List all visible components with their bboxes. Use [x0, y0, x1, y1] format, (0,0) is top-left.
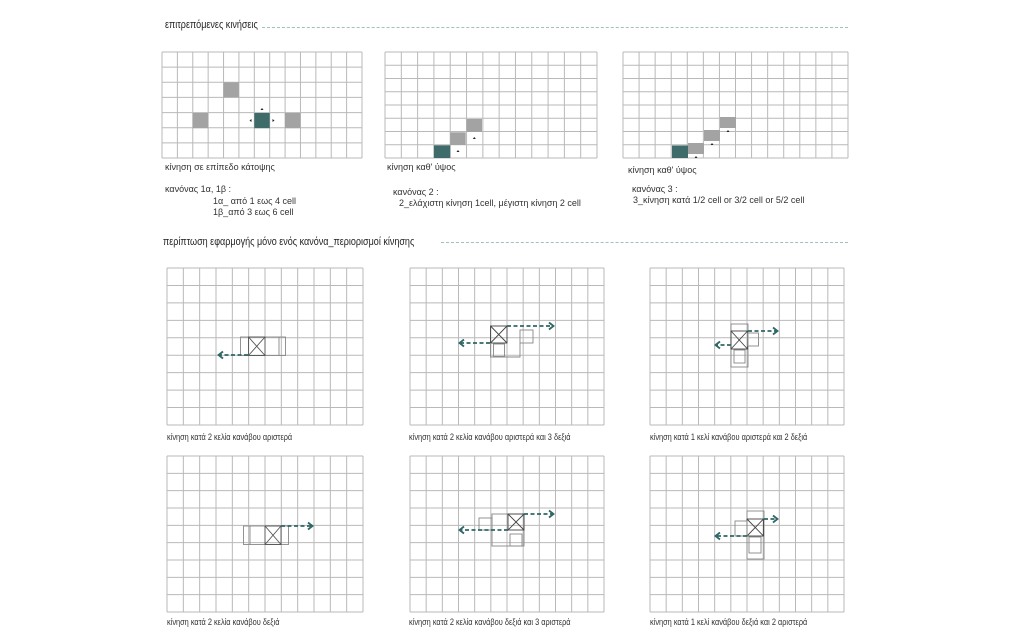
moved-cell	[720, 117, 736, 128]
arrow-up-icon	[694, 156, 698, 158]
section-title-single-rule: περίπτωση εφαρμογής μόνο ενός κανόνα_περ…	[163, 236, 415, 248]
grid-lines	[166, 455, 364, 613]
arrow-left-icon	[249, 119, 252, 122]
origin-cell	[672, 145, 688, 158]
arrow-right-icon	[281, 521, 314, 531]
arrow-up-icon	[456, 150, 460, 152]
grid-lines	[409, 267, 605, 426]
arrow-left-icon	[714, 340, 731, 350]
grid-vertical-movement-rule2	[384, 51, 598, 159]
moved-cell	[466, 119, 482, 132]
case-grid-6	[649, 455, 845, 613]
grid-plan-movement	[161, 51, 363, 159]
case-caption: κίνηση κατά 1 κελί κανάβου δεξιά και 2 α…	[650, 617, 808, 627]
grid-lines	[384, 51, 598, 159]
case-caption: κίνηση κατά 2 κελία κανάβου αριστερά	[167, 432, 293, 442]
building-block	[243, 525, 289, 545]
grid-lines	[649, 267, 845, 426]
origin-cell	[254, 113, 270, 129]
moved-cell	[450, 132, 466, 145]
moved-cell	[688, 143, 704, 154]
case-caption: κίνηση κατά 2 κελία κανάβου αριστερά και…	[409, 432, 571, 442]
case-grid-4	[166, 455, 364, 613]
grid-plan-overlay	[192, 108, 301, 129]
building-block	[240, 336, 286, 356]
panel1-rule-title: κανόνας 1α, 1β :	[165, 184, 232, 194]
moved-cell-up	[223, 82, 239, 98]
section-divider	[441, 242, 848, 243]
arrow-left-icon	[714, 531, 747, 541]
case-caption: κίνηση κατά 2 κελία κανάβου δεξιά	[167, 617, 280, 627]
grid-lines	[622, 51, 849, 159]
panel1-caption: κίνηση σε επίπεδο κάτοψης	[165, 162, 275, 172]
building-block	[478, 513, 525, 547]
case-grid-5	[409, 455, 605, 613]
panel2-caption: κίνηση καθ' ύψος	[387, 162, 456, 172]
building-block	[734, 510, 765, 560]
moved-cell-left	[192, 113, 209, 129]
case-grid-3	[649, 267, 845, 426]
case-caption: κίνηση κατά 1 κελί κανάβου αριστερά και …	[650, 432, 808, 442]
moved-cell	[704, 130, 720, 141]
arrow-right-icon	[524, 509, 555, 519]
arrow-up-icon	[472, 137, 476, 139]
grid-lines	[166, 267, 364, 426]
building-block	[730, 323, 759, 368]
arrow-up-icon	[710, 143, 714, 145]
grid-lines	[161, 51, 363, 159]
panel2-rule-line: 2_ελάχιστη κίνηση 1cell, μέγιστη κίνηση …	[399, 198, 581, 208]
grid-vertical-movement-rule3	[622, 51, 849, 159]
panel3-caption: κίνηση καθ' ύψος	[628, 165, 697, 175]
arrow-left-icon	[458, 525, 508, 535]
panel2-rule-title: κανόνας 2 :	[393, 187, 439, 197]
case-grid-2	[409, 267, 605, 426]
arrow-left-icon	[458, 338, 490, 348]
arrow-left-icon	[217, 350, 248, 360]
arrow-up-icon	[726, 130, 730, 132]
arrow-right-icon	[764, 514, 779, 524]
grid-lines	[409, 455, 605, 613]
origin-cell	[433, 145, 451, 158]
panel3-rule-title: κανόνας 3 :	[632, 184, 678, 194]
moved-cell-right	[285, 113, 301, 129]
case-caption: κίνηση κατά 2 κελία κανάβου δεξιά και 3 …	[409, 617, 571, 627]
panel1-rule-line: 1α_ από 1 εως 4 cell	[213, 196, 297, 206]
panel1-rule-line: 1β_από 3 εως 6 cell	[213, 207, 294, 217]
section-title-allowed-moves: επιτρεπόμενες κινήσεις	[165, 19, 258, 31]
arrow-right-icon	[507, 321, 555, 331]
arrow-right-icon	[748, 326, 779, 336]
building-block	[490, 325, 534, 358]
case-grid-1	[166, 267, 364, 426]
arrow-up-icon	[260, 108, 264, 110]
panel3-rule-line: 3_κίνηση κατά 1/2 cell or 3/2 cell or 5/…	[633, 195, 805, 205]
section-divider	[262, 27, 848, 28]
arrow-right-icon	[272, 119, 275, 122]
